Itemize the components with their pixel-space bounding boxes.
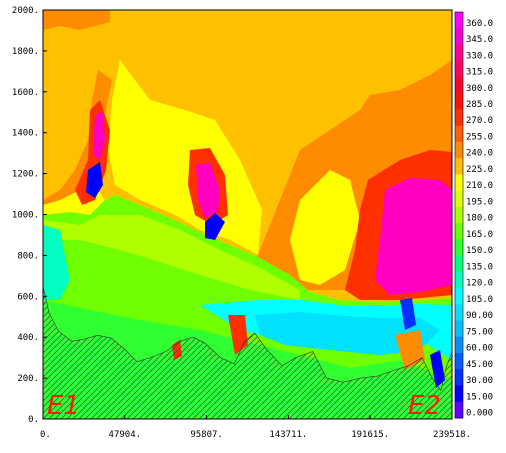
colorbar-label: 315.0 xyxy=(466,68,493,78)
colorbar-swatch xyxy=(455,28,463,45)
colorbar-swatch xyxy=(455,12,463,29)
colorbar-label: 330.0 xyxy=(466,51,493,61)
colorbar-swatch xyxy=(455,125,463,143)
colorbar-swatch xyxy=(455,206,463,224)
colorbar-label: 150.0 xyxy=(466,246,493,256)
colorbar-swatch xyxy=(455,320,463,338)
colorbar-swatch xyxy=(455,141,463,159)
colorbar-label: 0.000 xyxy=(466,409,493,419)
colorbar-swatch xyxy=(455,353,463,370)
field-region-blue-bottom xyxy=(430,350,445,388)
y-tick-label: 2000. xyxy=(12,6,39,16)
colorbar-swatch xyxy=(455,44,463,62)
colorbar-swatch xyxy=(455,60,463,78)
colorbar-label: 105.0 xyxy=(466,295,493,305)
colorbar-label: 135.0 xyxy=(466,262,493,272)
field-region-orange-left-top xyxy=(43,10,110,30)
y-tick-label: 1000. xyxy=(12,211,39,221)
colorbar-swatch xyxy=(455,190,463,208)
field-region-magenta-left xyxy=(93,112,105,160)
field-region-aqua-mid xyxy=(255,312,440,355)
x-tick-label: 0. xyxy=(40,430,51,440)
field-region-orange-bottom-right xyxy=(395,330,425,370)
colorbar-label: 15.00 xyxy=(466,392,493,402)
annotation-e2: E2 xyxy=(408,391,441,421)
x-axis: 0. 47904. 95807. 143711. 191615. 239518. xyxy=(40,415,471,440)
x-tick-label: 143711. xyxy=(269,430,307,440)
colorbar-label: 255.0 xyxy=(466,132,493,142)
colorbar-label: 345.0 xyxy=(466,35,493,45)
field-region-blue-right xyxy=(400,298,416,330)
colorbar-label: 285.0 xyxy=(466,100,493,110)
x-tick-label: 191615. xyxy=(351,430,389,440)
colorbar-swatch xyxy=(455,174,463,192)
colorbar-label: 90.00 xyxy=(466,311,493,321)
terrain-hatch xyxy=(43,286,452,419)
y-tick-label: 200. xyxy=(17,374,39,384)
colorbar: 360.0 345.0 330.0 315.0 300.0 285.0 270.0 255.0… xyxy=(454,11,493,419)
colorbar-label: 225.0 xyxy=(466,165,493,175)
colorbar-label: 75.00 xyxy=(466,327,493,337)
field-region-magenta-right xyxy=(375,178,452,295)
colorbar-swatch xyxy=(455,288,463,305)
field-region-yellow-right xyxy=(290,170,360,285)
colorbar-swatch xyxy=(455,271,463,289)
colorbar-label: 210.0 xyxy=(466,181,493,191)
colorbar-swatch xyxy=(455,109,463,127)
field-region-cyan-left xyxy=(43,225,70,300)
colorbar-swatch xyxy=(455,255,463,273)
y-tick-label: 1600. xyxy=(12,88,39,98)
field-region-lightgreen xyxy=(43,215,300,300)
colorbar-label: 240.0 xyxy=(466,149,493,159)
colorbar-swatch xyxy=(455,76,463,94)
colorbar-swatch xyxy=(455,304,463,322)
plot-area xyxy=(43,10,452,419)
colorbar-label: 270.0 xyxy=(466,116,493,126)
annotation-e1: E1 xyxy=(47,391,80,421)
x-tick-label: 239518. xyxy=(433,430,471,440)
colorbar-label: 195.0 xyxy=(466,197,493,207)
colorbar-swatch xyxy=(455,385,463,403)
colorbar-label: 165.0 xyxy=(466,230,493,240)
colorbar-label: 300.0 xyxy=(466,84,493,94)
y-tick-label: 1200. xyxy=(12,170,39,180)
colorbar-label: 30.00 xyxy=(466,376,493,386)
colorbar-frame xyxy=(454,11,464,419)
x-tick-label: 95807. xyxy=(190,430,223,440)
colorbar-swatch xyxy=(455,223,463,240)
colorbar-swatch xyxy=(455,401,463,419)
y-tick-label: 800. xyxy=(17,251,39,261)
y-tick-label: 1800. xyxy=(12,47,39,57)
colorbar-label: 360.0 xyxy=(466,19,493,29)
colorbar-swatch xyxy=(455,336,463,354)
y-tick-label: 400. xyxy=(17,333,39,343)
y-axis: 0. 200. 400. 600. 800. 1000. 1200. 1400. 1600. 18… xyxy=(12,6,47,425)
field-region-orange-top-left-tail xyxy=(43,70,112,205)
colorbar-label: 120.0 xyxy=(466,279,493,289)
y-tick-label: 600. xyxy=(17,292,39,302)
colorbar-label: 60.00 xyxy=(466,344,493,354)
colorbar-swatch xyxy=(455,239,463,257)
colorbar-swatch xyxy=(455,158,463,175)
colorbar-swatch xyxy=(455,93,463,110)
field-region-magenta-center xyxy=(196,163,220,218)
field-region-blue-left xyxy=(86,162,103,198)
field-region-blue-center xyxy=(205,213,225,240)
y-tick-label: 0. xyxy=(28,415,39,425)
colorbar-swatch xyxy=(455,369,463,387)
colorbar-label: 180.0 xyxy=(466,214,493,224)
colorbar-label: 45.00 xyxy=(466,360,493,370)
x-tick-label: 47904. xyxy=(109,430,142,440)
y-tick-label: 1400. xyxy=(12,129,39,139)
